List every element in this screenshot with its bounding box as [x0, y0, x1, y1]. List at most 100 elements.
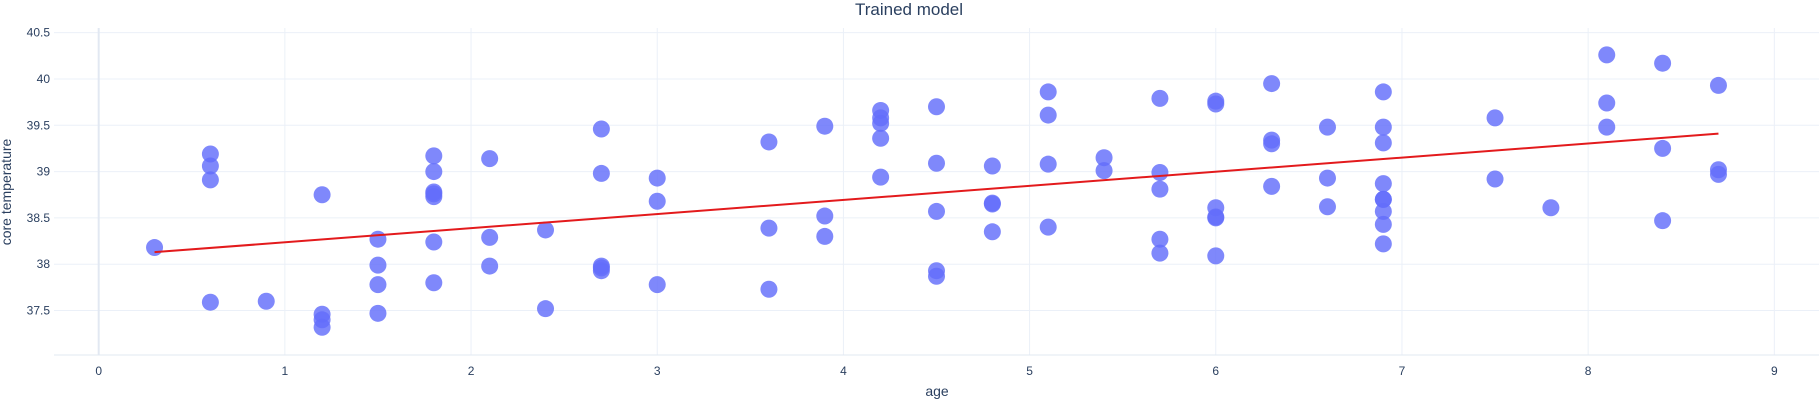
data-point	[1151, 164, 1169, 182]
data-point	[201, 293, 219, 311]
data-point	[1207, 95, 1225, 113]
data-point	[537, 300, 555, 318]
trend-line-layer	[154, 132, 1719, 254]
data-point	[1151, 89, 1169, 107]
data-point	[1207, 209, 1225, 227]
data-point	[1095, 162, 1113, 180]
data-point	[872, 168, 890, 186]
data-point	[760, 133, 778, 151]
data-point	[1263, 177, 1281, 195]
data-point	[872, 129, 890, 147]
data-point	[1374, 83, 1392, 101]
data-point	[1318, 118, 1336, 136]
data-point	[1039, 106, 1057, 124]
data-point	[425, 163, 443, 181]
x-tick-label: 7	[1399, 364, 1406, 378]
data-point	[1486, 170, 1504, 188]
chart-title: Trained model	[855, 0, 963, 19]
data-point	[1207, 247, 1225, 265]
data-point	[369, 276, 387, 294]
data-point	[313, 318, 331, 336]
data-point	[1598, 118, 1616, 136]
x-tick-label: 2	[468, 364, 475, 378]
x-tick-label: 4	[840, 364, 847, 378]
y-tick-label: 38	[37, 257, 51, 271]
y-tick-label: 39	[37, 165, 51, 179]
data-point	[1598, 94, 1616, 112]
data-point	[1709, 76, 1727, 94]
data-point	[425, 233, 443, 251]
data-point	[760, 280, 778, 298]
data-point	[1374, 215, 1392, 233]
data-point	[592, 259, 610, 277]
data-point	[1654, 212, 1672, 230]
data-point	[1598, 46, 1616, 64]
data-point	[872, 114, 890, 132]
data-point	[1151, 180, 1169, 198]
data-point	[1374, 235, 1392, 253]
data-point	[1095, 149, 1113, 167]
data-point	[1151, 230, 1169, 248]
data-point	[537, 221, 555, 239]
data-point	[425, 185, 443, 203]
data-point	[928, 154, 945, 172]
data-point	[816, 227, 834, 245]
data-point	[1318, 198, 1336, 216]
x-tick-label: 9	[1771, 364, 1778, 378]
data-point	[1318, 169, 1336, 187]
data-point	[648, 192, 666, 210]
data-point	[369, 256, 387, 274]
data-point	[1654, 139, 1672, 157]
data-point	[1263, 75, 1281, 93]
data-point	[1151, 244, 1169, 262]
data-point	[369, 230, 387, 248]
x-tick-label: 6	[1212, 364, 1219, 378]
data-point	[481, 228, 499, 246]
data-point	[1039, 218, 1057, 236]
y-axis-title: core temperature	[0, 138, 14, 245]
data-point	[648, 276, 666, 294]
x-axis-ticks: 0 1 2 3 4 5 6 7 8 9	[95, 364, 1778, 378]
data-point	[983, 157, 1001, 175]
data-point	[1654, 54, 1672, 72]
data-points	[146, 46, 1727, 336]
data-point	[816, 117, 834, 135]
data-point	[928, 267, 945, 285]
data-point	[648, 169, 666, 187]
data-point	[592, 120, 610, 138]
data-point	[1263, 135, 1281, 153]
data-point	[425, 274, 443, 292]
trend-line	[154, 132, 1719, 254]
x-tick-label: 8	[1585, 364, 1592, 378]
data-point	[983, 223, 1001, 241]
data-point	[425, 147, 443, 165]
data-point	[1486, 109, 1504, 127]
data-point	[201, 145, 219, 163]
data-point	[760, 219, 778, 237]
data-point	[201, 157, 219, 175]
data-point	[1542, 199, 1560, 217]
data-point	[369, 304, 387, 322]
data-point	[1709, 165, 1727, 183]
data-point	[1374, 175, 1392, 193]
x-tick-label: 1	[282, 364, 289, 378]
y-tick-label: 39.5	[27, 118, 51, 132]
x-tick-label: 5	[1026, 364, 1033, 378]
x-tick-label: 0	[95, 364, 102, 378]
data-point	[1374, 118, 1392, 136]
data-point	[983, 194, 1001, 212]
data-point	[1039, 83, 1057, 101]
y-tick-label: 37.5	[27, 304, 51, 318]
data-point	[481, 150, 499, 168]
data-point	[1039, 155, 1057, 173]
y-axis-ticks: 37.5 38 38.5 39 39.5 40 40.5	[27, 26, 51, 318]
data-point	[1374, 134, 1392, 152]
data-point	[1374, 202, 1392, 220]
data-point	[257, 292, 275, 310]
data-point	[201, 171, 219, 189]
data-point	[816, 207, 834, 225]
data-point	[1374, 190, 1392, 208]
y-tick-label: 40	[37, 72, 51, 86]
